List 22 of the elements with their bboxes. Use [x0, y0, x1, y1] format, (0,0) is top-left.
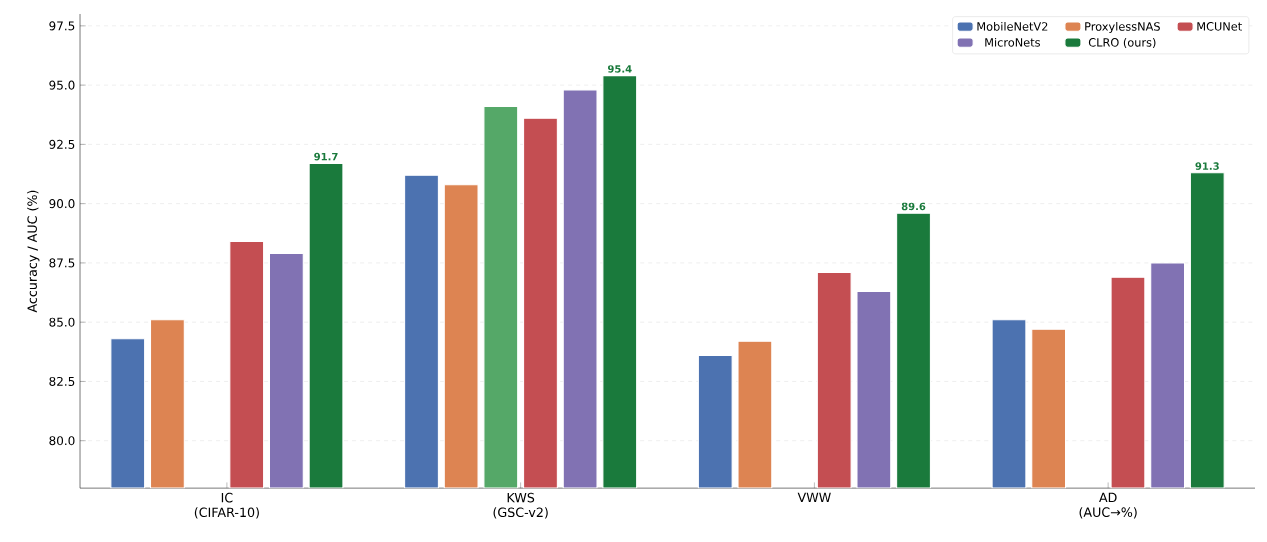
y-tick-label: 97.5 [49, 21, 75, 31]
y-axis-title: Accuracy / AUC (%) [27, 190, 40, 313]
data-label: 95.4 [607, 65, 632, 73]
y-tick-label: 82.5 [49, 376, 75, 386]
y-tick-label: 92.5 [49, 139, 75, 149]
y-tick-label: 85.0 [49, 317, 75, 327]
data-label: 89.6 [901, 202, 926, 211]
legend-label: MicroNets [985, 37, 1040, 47]
legend-label: MCUNet [1197, 22, 1242, 31]
x-tick-label: KWS (GSC-v2) [493, 492, 548, 519]
legend-label: MobileNetV2 [977, 21, 1048, 31]
legend-label: CLRO (ours) [1088, 37, 1156, 48]
x-tick-label: VWW [797, 492, 831, 503]
y-tick-label: 90.0 [49, 199, 75, 209]
x-tick-label: IC (CIFAR-10) [194, 492, 259, 519]
y-tick-label: 95.0 [49, 80, 75, 90]
data-label: 91.7 [314, 152, 338, 161]
data-label: 91.3 [1195, 162, 1219, 170]
y-tick-label: 87.5 [49, 258, 75, 268]
x-tick-label: AD (AUC→%) [1079, 492, 1137, 519]
legend-label: ProxylessNAS [1085, 21, 1160, 33]
y-tick-label: 80.0 [49, 436, 75, 446]
